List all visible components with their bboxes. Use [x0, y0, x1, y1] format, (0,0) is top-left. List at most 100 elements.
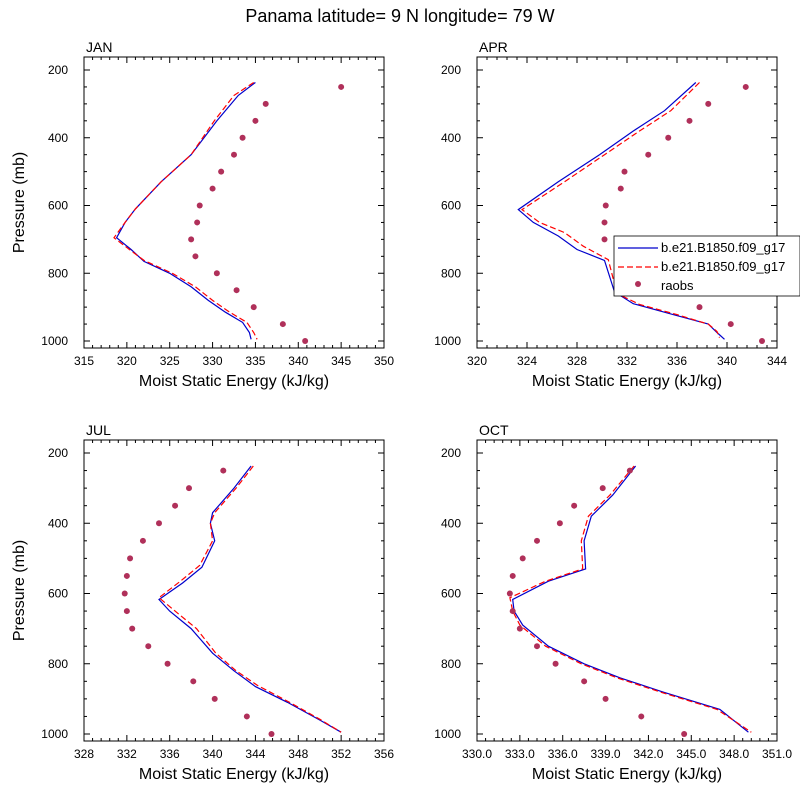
obs-point: [156, 520, 162, 527]
obs-point: [123, 608, 130, 615]
x-tick-label: 348.0: [719, 747, 749, 761]
obs-point: [218, 168, 225, 175]
y-tick-label: 600: [441, 199, 461, 213]
y-axis-title: Pressure (mb): [11, 540, 28, 641]
legend-label: b.e21.B1850.f09_g17: [661, 240, 785, 255]
obs-point: [123, 572, 130, 579]
obs-point: [145, 643, 152, 650]
model-line-solid: [158, 465, 342, 733]
obs-point: [665, 134, 672, 141]
obs-point: [188, 236, 195, 243]
x-tick-label: 332: [617, 354, 637, 368]
plot-frame: [476, 439, 778, 742]
obs-point: [302, 338, 309, 344]
x-tick-label: 328: [567, 354, 587, 368]
x-axis-title: Moist Static Energy (kJ/kg): [139, 766, 329, 783]
legend-label: raobs: [661, 278, 694, 293]
x-tick-label: 320: [117, 354, 137, 368]
obs-point: [626, 467, 633, 474]
y-tick-label: 1000: [41, 727, 68, 741]
panel-oct: OCT 330.0 333.0 336.0 339.0 342.0 345.0 348.0 35…: [434, 422, 792, 783]
obs-point: [556, 520, 563, 527]
plot-frame: [83, 439, 385, 742]
x-tick-label: 330.0: [462, 747, 492, 761]
y-tick-label: 400: [48, 131, 68, 145]
legend-label: b.e21.B1850.f09_g17: [661, 259, 785, 274]
obs-point: [209, 185, 216, 192]
model-line-dashed: [158, 465, 342, 733]
obs-point: [638, 713, 645, 720]
y-tick-label: 1000: [434, 334, 461, 348]
panel-jan: JAN 315 320 325 330 335 340 345 350 200 400 600 800 1…: [11, 39, 394, 390]
model-line-dashed: [509, 465, 752, 733]
x-tick-label: 342.0: [633, 747, 663, 761]
obs-point: [534, 537, 540, 544]
obs-point: [696, 304, 703, 311]
obs-point: [601, 236, 608, 243]
x-tick-label: 336: [667, 354, 687, 368]
y-tick-label: 800: [441, 266, 461, 280]
panel-label: APR: [479, 39, 508, 55]
y-tick-label: 400: [441, 516, 461, 530]
y-tick-label: 400: [441, 131, 461, 145]
legend: b.e21.B1850.f09_g17 b.e21.B1850.f09_g17ra…: [613, 235, 800, 297]
x-tick-label: 348: [288, 747, 308, 761]
obs-point: [617, 185, 624, 192]
obs-point: [164, 660, 171, 667]
x-tick-label: 356: [374, 747, 394, 761]
x-tick-label: 332: [117, 747, 137, 761]
y-tick-label: 600: [441, 587, 461, 601]
obs-point: [129, 625, 136, 632]
x-tick-label: 351.0: [762, 747, 792, 761]
obs-point: [534, 643, 540, 650]
y-axis-title: Pressure (mb): [11, 152, 28, 253]
obs-point: [601, 219, 608, 226]
obs-point: [194, 219, 201, 226]
obs-point: [231, 151, 237, 158]
obs-point: [127, 555, 134, 562]
panel-label: OCT: [479, 422, 509, 438]
obs-point: [571, 502, 578, 509]
obs-point: [211, 695, 218, 702]
obs-point: [686, 117, 693, 124]
y-tick-label: 200: [441, 446, 461, 460]
x-tick-label: 352: [331, 747, 351, 761]
y-tick-label: 200: [441, 63, 461, 77]
x-tick-label: 333.0: [505, 747, 535, 761]
x-tick-label: 335: [245, 354, 265, 368]
model-line-solid: [512, 465, 749, 733]
x-tick-label: 350: [374, 354, 394, 368]
legend-box: [613, 235, 800, 297]
obs-point: [602, 695, 609, 702]
obs-point: [233, 287, 240, 294]
obs-point: [121, 590, 128, 597]
model-line-solid: [115, 82, 256, 340]
panel-label: JUL: [86, 422, 111, 438]
obs-point: [681, 731, 688, 737]
chart-title: Panama latitude= 9 N longitude= 79 W: [245, 6, 554, 26]
obs-point: [262, 100, 269, 107]
x-tick-label: 340: [203, 747, 223, 761]
obs-point: [250, 304, 257, 311]
y-tick-label: 200: [48, 446, 68, 460]
obs-point: [338, 83, 345, 90]
obs-point: [742, 83, 749, 90]
obs-point: [279, 321, 286, 328]
obs-point: [509, 572, 516, 579]
y-tick-label: 600: [48, 587, 68, 601]
obs-point: [552, 660, 559, 667]
obs-point: [192, 253, 199, 260]
x-tick-label: 328: [74, 747, 94, 761]
obs-point: [172, 502, 179, 509]
x-tick-label: 325: [160, 354, 180, 368]
legend-swatch-points: [635, 281, 641, 287]
x-axis-title: Moist Static Energy (kJ/kg): [139, 373, 329, 390]
model-line-dashed: [520, 82, 721, 338]
panel-label: JAN: [86, 39, 112, 55]
obs-point: [252, 117, 259, 124]
x-tick-label: 320: [467, 354, 487, 368]
obs-point: [213, 270, 220, 277]
obs-point: [243, 713, 250, 720]
panel-apr: APR 320 324 328 332 336 340 344 200 400 600 800 1000…: [434, 39, 787, 390]
